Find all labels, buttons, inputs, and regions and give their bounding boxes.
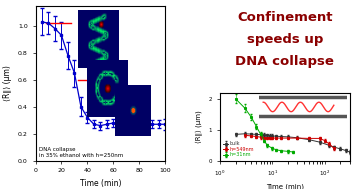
Y-axis label: ⟨R∥⟩ (μm): ⟨R∥⟩ (μm) (196, 110, 203, 143)
Text: speeds up: speeds up (247, 33, 323, 46)
Y-axis label: ⟨R∥⟩ (μm): ⟨R∥⟩ (μm) (4, 65, 12, 101)
Text: Confinement: Confinement (237, 11, 333, 24)
X-axis label: Time (min): Time (min) (266, 183, 304, 189)
X-axis label: Time (min): Time (min) (80, 179, 121, 188)
Text: DNA collapse
in 35% ethanol with h=250nm: DNA collapse in 35% ethanol with h=250nm (39, 147, 124, 158)
Legend: bulk, h=549nm, h=31nm: bulk, h=549nm, h=31nm (222, 140, 255, 158)
Text: DNA collapse: DNA collapse (235, 55, 334, 68)
